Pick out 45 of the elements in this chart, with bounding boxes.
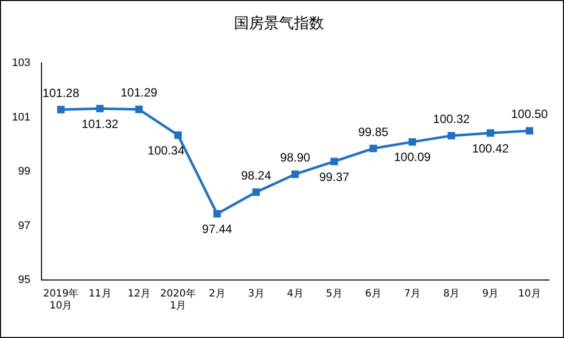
x-tick-label: 2月	[208, 288, 226, 300]
data-label: 98.90	[280, 150, 311, 165]
x-tick-label: 9月	[482, 288, 499, 300]
data-label: 99.37	[319, 170, 350, 184]
data-label: 100.34	[148, 143, 185, 158]
x-tick-label: 10月	[518, 288, 541, 300]
y-tick-label: 97	[18, 220, 30, 232]
point	[96, 104, 104, 112]
point	[370, 144, 377, 152]
point	[526, 127, 534, 135]
x-tick-label: 2020年 1月	[160, 288, 196, 312]
data-label: 100.32	[433, 112, 470, 126]
data-label: 99.85	[358, 124, 389, 139]
y-tick-label: 99	[18, 166, 30, 178]
point	[330, 158, 338, 166]
x-tick-label: 2019年 10月	[43, 288, 79, 312]
data-label: 100.50	[511, 107, 548, 122]
data-label: 101.28	[42, 86, 80, 100]
x-tick-label: 11月	[88, 288, 112, 300]
point	[291, 170, 299, 178]
point	[486, 129, 494, 137]
data-label: 100.42	[472, 141, 510, 156]
x-tick-label: 12月	[128, 288, 150, 300]
y-tick-label: 95	[18, 274, 30, 286]
point	[57, 106, 65, 114]
x-tick-label: 4月	[286, 288, 304, 300]
data-label: 97.44	[202, 222, 232, 236]
point	[135, 106, 143, 114]
point	[408, 138, 416, 146]
data-label: 98.24	[241, 168, 272, 182]
x-tick-label: 8月	[443, 288, 460, 300]
chart-title: 国房景气指数	[234, 14, 324, 32]
x-tick-label: 5月	[326, 288, 342, 300]
point	[448, 132, 456, 140]
x-tick-label: 7月	[404, 288, 421, 300]
point	[174, 131, 182, 139]
data-label: 101.29	[120, 86, 158, 100]
y-tick-label: 101	[12, 111, 30, 124]
y-tick-label: 103	[12, 57, 30, 70]
x-tick-label: 3月	[248, 288, 264, 300]
point	[252, 188, 260, 196]
data-label: 100.09	[394, 150, 432, 164]
data-label: 101.32	[82, 116, 119, 131]
point	[213, 210, 221, 218]
x-tick-label: 6月	[365, 288, 382, 300]
